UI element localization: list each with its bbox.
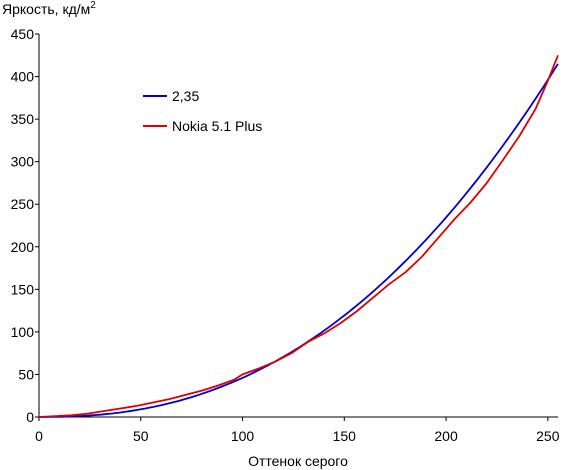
x-ticks: 0 50 100 150 200 250	[35, 417, 560, 444]
series-line-nokia	[38, 54, 559, 418]
y-ticks: 0 50 100 150 200 250 300 350 400 450	[11, 26, 39, 425]
y-tick-label: 450	[11, 26, 35, 42]
y-tick-label: 250	[11, 196, 35, 212]
y-tick-label: 400	[11, 69, 35, 85]
x-tick-label: 100	[231, 428, 255, 444]
series-group	[38, 54, 559, 418]
x-tick-label: 50	[133, 428, 149, 444]
x-tick-label: 0	[35, 428, 43, 444]
legend-label-2-35: 2,35	[172, 88, 199, 104]
legend-label-nokia: Nokia 5.1 Plus	[172, 118, 262, 134]
y-tick-label: 300	[11, 154, 35, 170]
y-tick-label: 100	[11, 324, 35, 340]
y-tick-label: 0	[26, 409, 34, 425]
x-tick-label: 200	[434, 428, 458, 444]
y-tick-label: 50	[18, 366, 34, 382]
y-axis-title: Яркость, кд/м2	[2, 0, 96, 17]
y-tick-label: 200	[11, 239, 35, 255]
legend: 2,35 Nokia 5.1 Plus	[143, 88, 262, 134]
x-tick-label: 150	[333, 428, 357, 444]
y-tick-label: 350	[11, 111, 35, 127]
axes	[38, 34, 558, 418]
series-line-2-35	[39, 63, 559, 418]
y-tick-label: 150	[11, 281, 35, 297]
x-tick-label: 250	[536, 428, 560, 444]
x-axis-title: Оттенок серого	[248, 453, 348, 469]
